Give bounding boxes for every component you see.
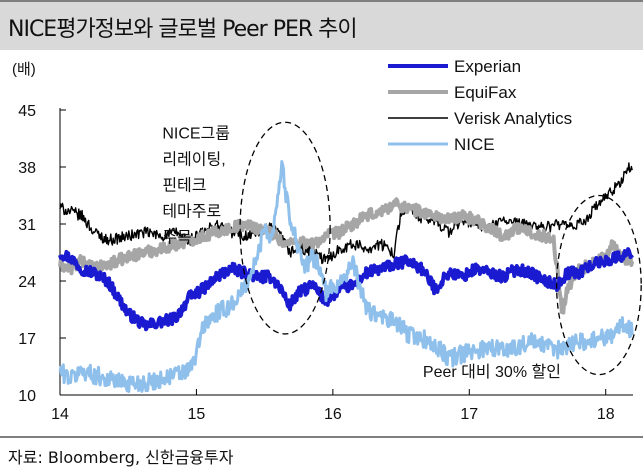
annotation-text: NICE그룹 [162,125,230,143]
y-tick-label: 38 [18,160,36,177]
y-tick-label: 10 [18,388,36,405]
chart-title: NICE평가정보와 글로벌 Peer PER 추이 [8,17,358,42]
series-line-verisk-analytics [59,162,633,265]
annotation-text: 주목 [162,230,191,247]
x-tick-label: 17 [460,406,478,423]
series-line-equifax [58,197,635,315]
legend-label: Experian [454,57,521,76]
y-tick-label: 45 [18,103,36,120]
series-line-nice [58,160,634,393]
footer: 자료: Bloomberg, 신한금융투자 [0,436,643,470]
y-axis-label: (배) [12,61,36,78]
legend-label: NICE [454,135,495,154]
title-bar: NICE평가정보와 글로벌 Peer PER 추이 [0,0,643,50]
annotation-text: 핀테크 [162,177,206,195]
x-tick-label: 15 [188,406,206,423]
legend-label: Verisk Analytics [454,109,572,128]
annotation-text: 테마주로 [162,203,221,221]
y-tick-label: 17 [18,331,36,348]
legend-label: EquiFax [454,83,517,102]
x-tick-label: 18 [597,406,615,423]
series-line-experian [58,247,634,332]
y-tick-label: 31 [18,217,36,234]
source-note: 자료: Bloomberg, 신한금융투자 [8,448,234,467]
annotation-text: Peer 대비 30% 할인 [423,363,561,381]
highlight-ellipse [239,121,331,335]
y-tick-label: 24 [18,274,36,291]
annotation-text: 리레이팅, [162,151,225,169]
x-tick-label: 16 [324,406,342,423]
x-tick-label: 14 [51,406,69,423]
